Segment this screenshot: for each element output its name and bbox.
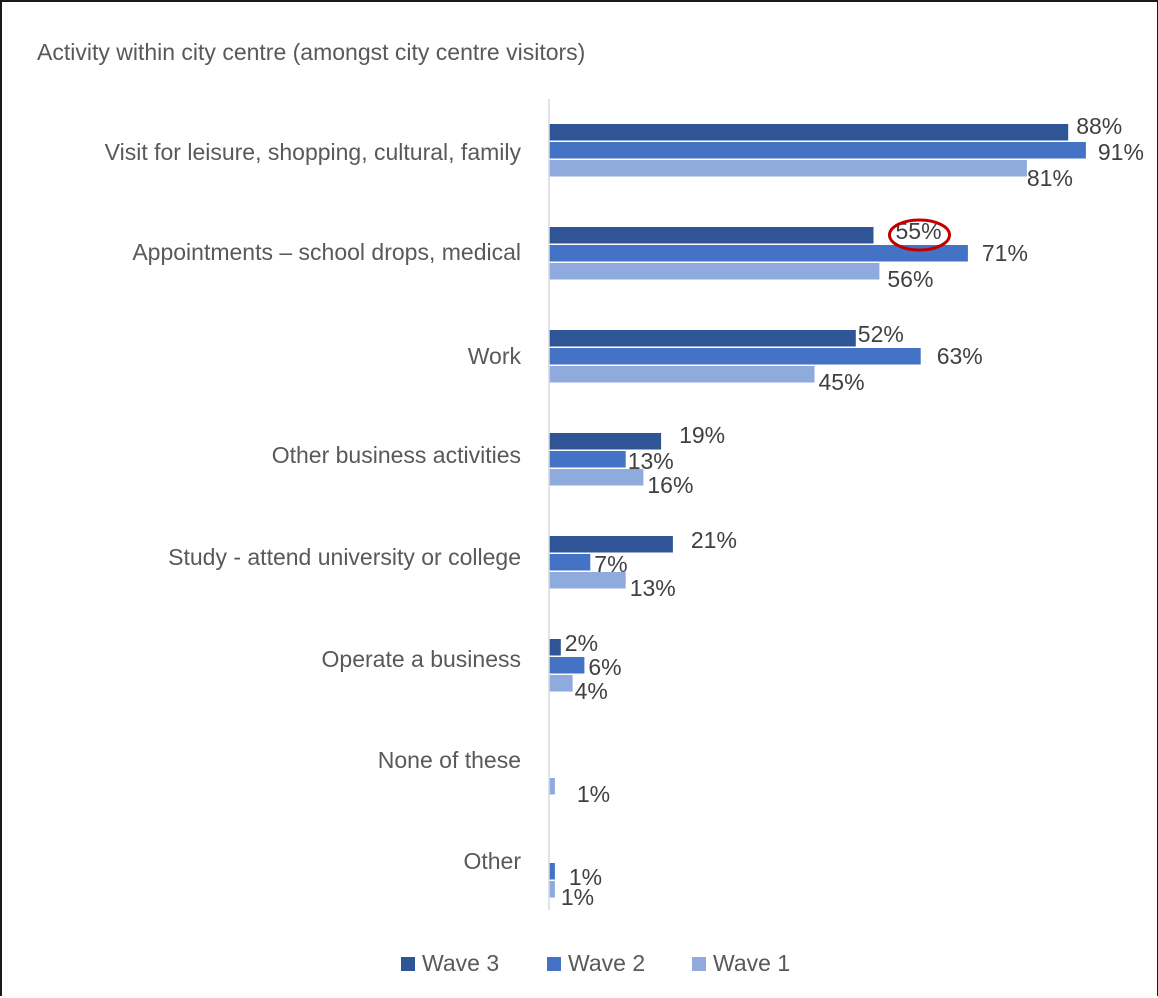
legend-swatch [547, 957, 561, 971]
data-label: 13% [628, 448, 674, 474]
category-label: Study - attend university or college [168, 544, 521, 570]
category-labels: Visit for leisure, shopping, cultural, f… [105, 139, 522, 874]
bar-wave-2 [549, 245, 968, 262]
legend-label: Wave 1 [713, 950, 790, 976]
bar-wave-3 [549, 124, 1069, 141]
bar-wave-1 [549, 366, 815, 383]
data-label: 63% [937, 343, 983, 369]
data-label: 6% [588, 654, 621, 680]
legend: Wave 3 Wave 2 Wave 1 [401, 950, 790, 976]
data-label: 1% [577, 781, 610, 807]
data-label: 52% [858, 321, 904, 347]
data-label: 4% [575, 678, 608, 704]
data-label: 2% [565, 630, 598, 656]
legend-label: Wave 3 [422, 950, 499, 976]
bar-wave-3 [549, 433, 662, 450]
data-label: 1% [569, 864, 602, 890]
category-label: Work [468, 343, 522, 369]
data-label: 56% [887, 266, 933, 292]
data-label: 7% [594, 551, 627, 577]
legend-swatch [401, 957, 415, 971]
data-label: 19% [679, 422, 725, 448]
bar-wave-1 [549, 778, 555, 795]
bar-wave-2 [549, 657, 585, 674]
category-label: Other [463, 848, 521, 874]
legend-swatch [692, 957, 706, 971]
bar-wave-2 [549, 348, 921, 365]
bar-wave-2 [549, 863, 555, 880]
bar-wave-3 [549, 227, 874, 244]
category-label: None of these [378, 747, 521, 773]
category-label: Operate a business [322, 646, 521, 672]
bars [549, 124, 1086, 898]
bar-wave-3 [549, 639, 561, 656]
data-label: 71% [982, 240, 1028, 266]
bar-wave-1 [549, 572, 626, 589]
bar-wave-2 [549, 554, 591, 571]
data-label: 21% [691, 527, 737, 553]
category-label: Appointments – school drops, medical [132, 239, 521, 265]
chart-title: Activity within city centre (amongst cit… [37, 39, 585, 65]
highlight-ellipse [888, 218, 951, 252]
data-label: 91% [1098, 139, 1144, 165]
bar-wave-3 [549, 536, 673, 553]
highlights [888, 218, 951, 252]
bar-wave-1 [549, 469, 644, 486]
bar-wave-2 [549, 451, 626, 468]
bar-wave-1 [549, 675, 573, 692]
bar-wave-1 [549, 263, 880, 280]
data-label: 88% [1076, 113, 1122, 139]
data-label: 16% [647, 472, 693, 498]
bar-wave-1 [549, 881, 555, 898]
data-label: 1% [561, 884, 594, 910]
bar-wave-3 [549, 330, 856, 347]
bar-wave-1 [549, 160, 1027, 177]
data-label: 81% [1027, 165, 1073, 191]
data-label: 45% [819, 369, 865, 395]
bar-wave-2 [549, 142, 1086, 159]
category-label: Other business activities [272, 442, 521, 468]
data-label: 13% [630, 575, 676, 601]
category-label: Visit for leisure, shopping, cultural, f… [105, 139, 522, 165]
legend-label: Wave 2 [568, 950, 645, 976]
